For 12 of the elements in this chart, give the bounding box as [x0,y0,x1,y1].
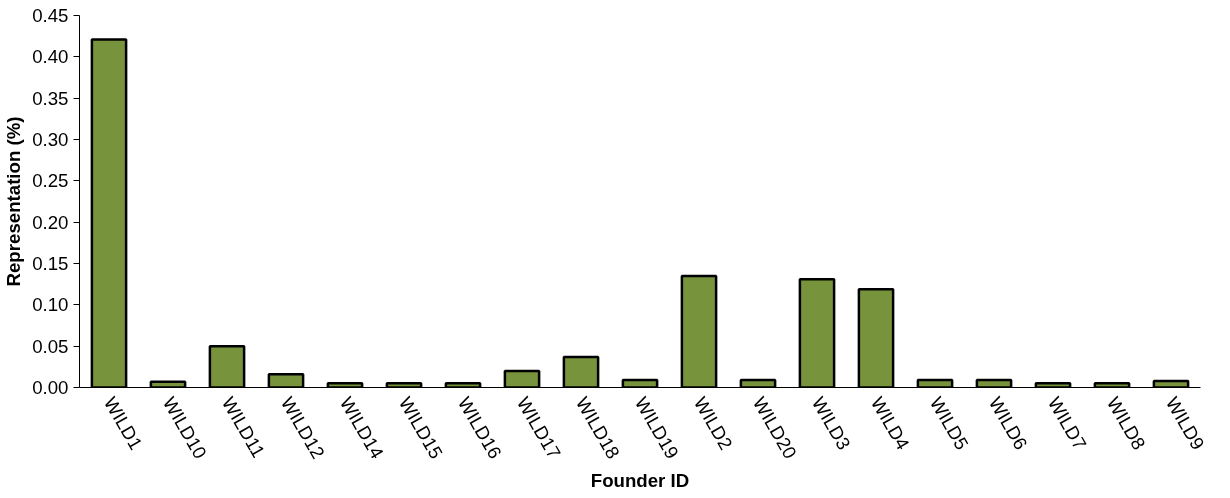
y-tick-label: 0.15 [32,253,69,274]
x-axis-title: Founder ID [590,470,690,492]
y-tick-label: 0.45 [32,5,69,26]
y-tick-label: 0.40 [32,46,69,68]
y-tick-label: 0.00 [32,377,69,398]
y-tick-label: 0.10 [32,294,69,316]
y-tick-label: 0.25 [32,170,69,192]
y-tick-label: 0.30 [32,129,69,150]
y-tick-label: 0.35 [32,87,69,109]
y-axis-title: Representation (%) [3,116,25,287]
y-tick-label: 0.05 [32,335,69,357]
y-tick-label: 0.20 [32,211,69,233]
